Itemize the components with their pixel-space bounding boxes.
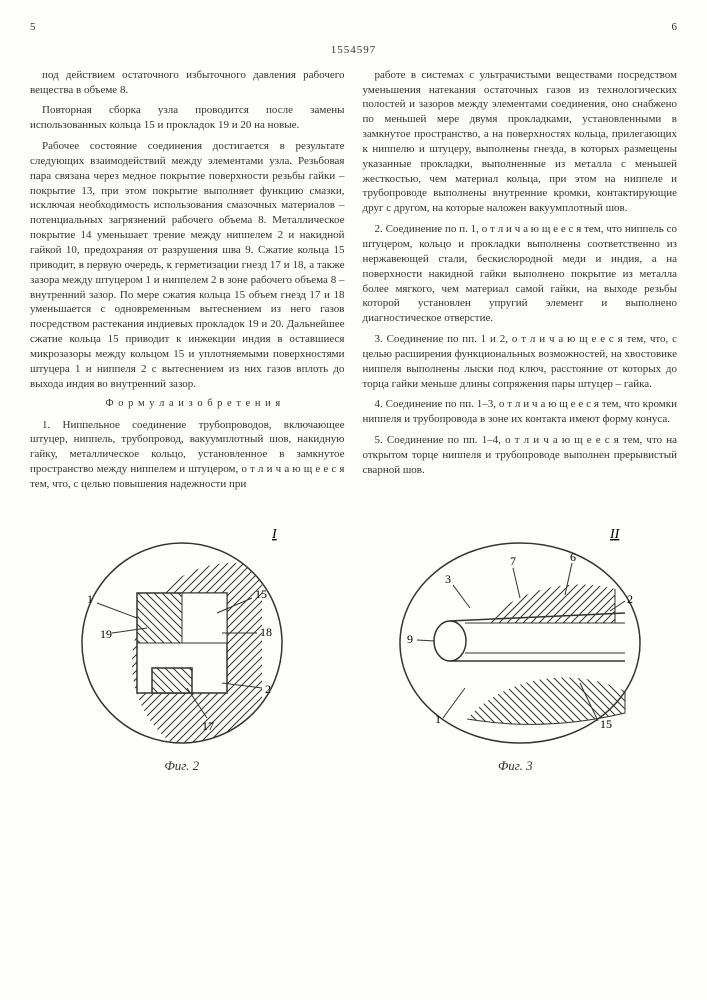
figure-2: I 1 19 15 18 2 17 Фиг. 2 xyxy=(52,523,312,775)
paragraph: Рабочее состояние соединения достигается… xyxy=(30,139,345,391)
text-columns: под действием остаточного избыточного да… xyxy=(30,68,677,498)
callout: 9 xyxy=(407,632,413,646)
paragraph: Повторная сборка узла проводится после з… xyxy=(30,103,345,133)
claim: 1. Ниппельное соединение трубопроводов, … xyxy=(30,418,345,492)
claim: 4. Соединение по пп. 1–3, о т л и ч а ю … xyxy=(363,397,678,427)
figure-3: II 9 3 7 6 2 1 15 xyxy=(375,523,655,775)
figure-label: Фиг. 3 xyxy=(375,757,655,775)
callout: 2 xyxy=(627,592,633,606)
page-num-right: 6 xyxy=(672,20,678,35)
callout: 19 xyxy=(100,627,112,641)
right-column: работе в системах с ультрачистыми вещест… xyxy=(363,68,678,498)
figures-row: I 1 19 15 18 2 17 Фиг. 2 xyxy=(30,523,677,775)
claim: 3. Соединение по пп. 1 и 2, о т л и ч а … xyxy=(363,332,678,391)
page-num-left: 5 xyxy=(30,20,36,35)
callout: 1 xyxy=(87,592,93,606)
callout: 7 xyxy=(510,554,516,568)
callout: 3 xyxy=(445,572,451,586)
left-column: под действием остаточного избыточного да… xyxy=(30,68,345,498)
claim: 2. Соединение по п. 1, о т л и ч а ю щ е… xyxy=(363,222,678,326)
callout: 18 xyxy=(260,625,272,639)
callout: 15 xyxy=(600,717,612,731)
callout: 6 xyxy=(570,550,576,564)
claim: 5. Соединение по пп. 1–4, о т л и ч а ю … xyxy=(363,433,678,478)
roman-label: I xyxy=(271,527,278,542)
callout: 2 xyxy=(265,682,271,696)
callout: 17 xyxy=(202,719,214,733)
figure-label: Фиг. 2 xyxy=(52,757,312,775)
paragraph: под действием остаточного избыточного да… xyxy=(30,68,345,98)
callout: 1 xyxy=(435,712,441,726)
formula-heading: Ф о р м у л а и з о б р е т е н и я xyxy=(30,397,345,411)
callout: 15 xyxy=(255,587,267,601)
roman-label: II xyxy=(609,527,621,542)
document-number: 1554597 xyxy=(30,43,677,58)
paragraph: работе в системах с ультрачистыми вещест… xyxy=(363,68,678,216)
